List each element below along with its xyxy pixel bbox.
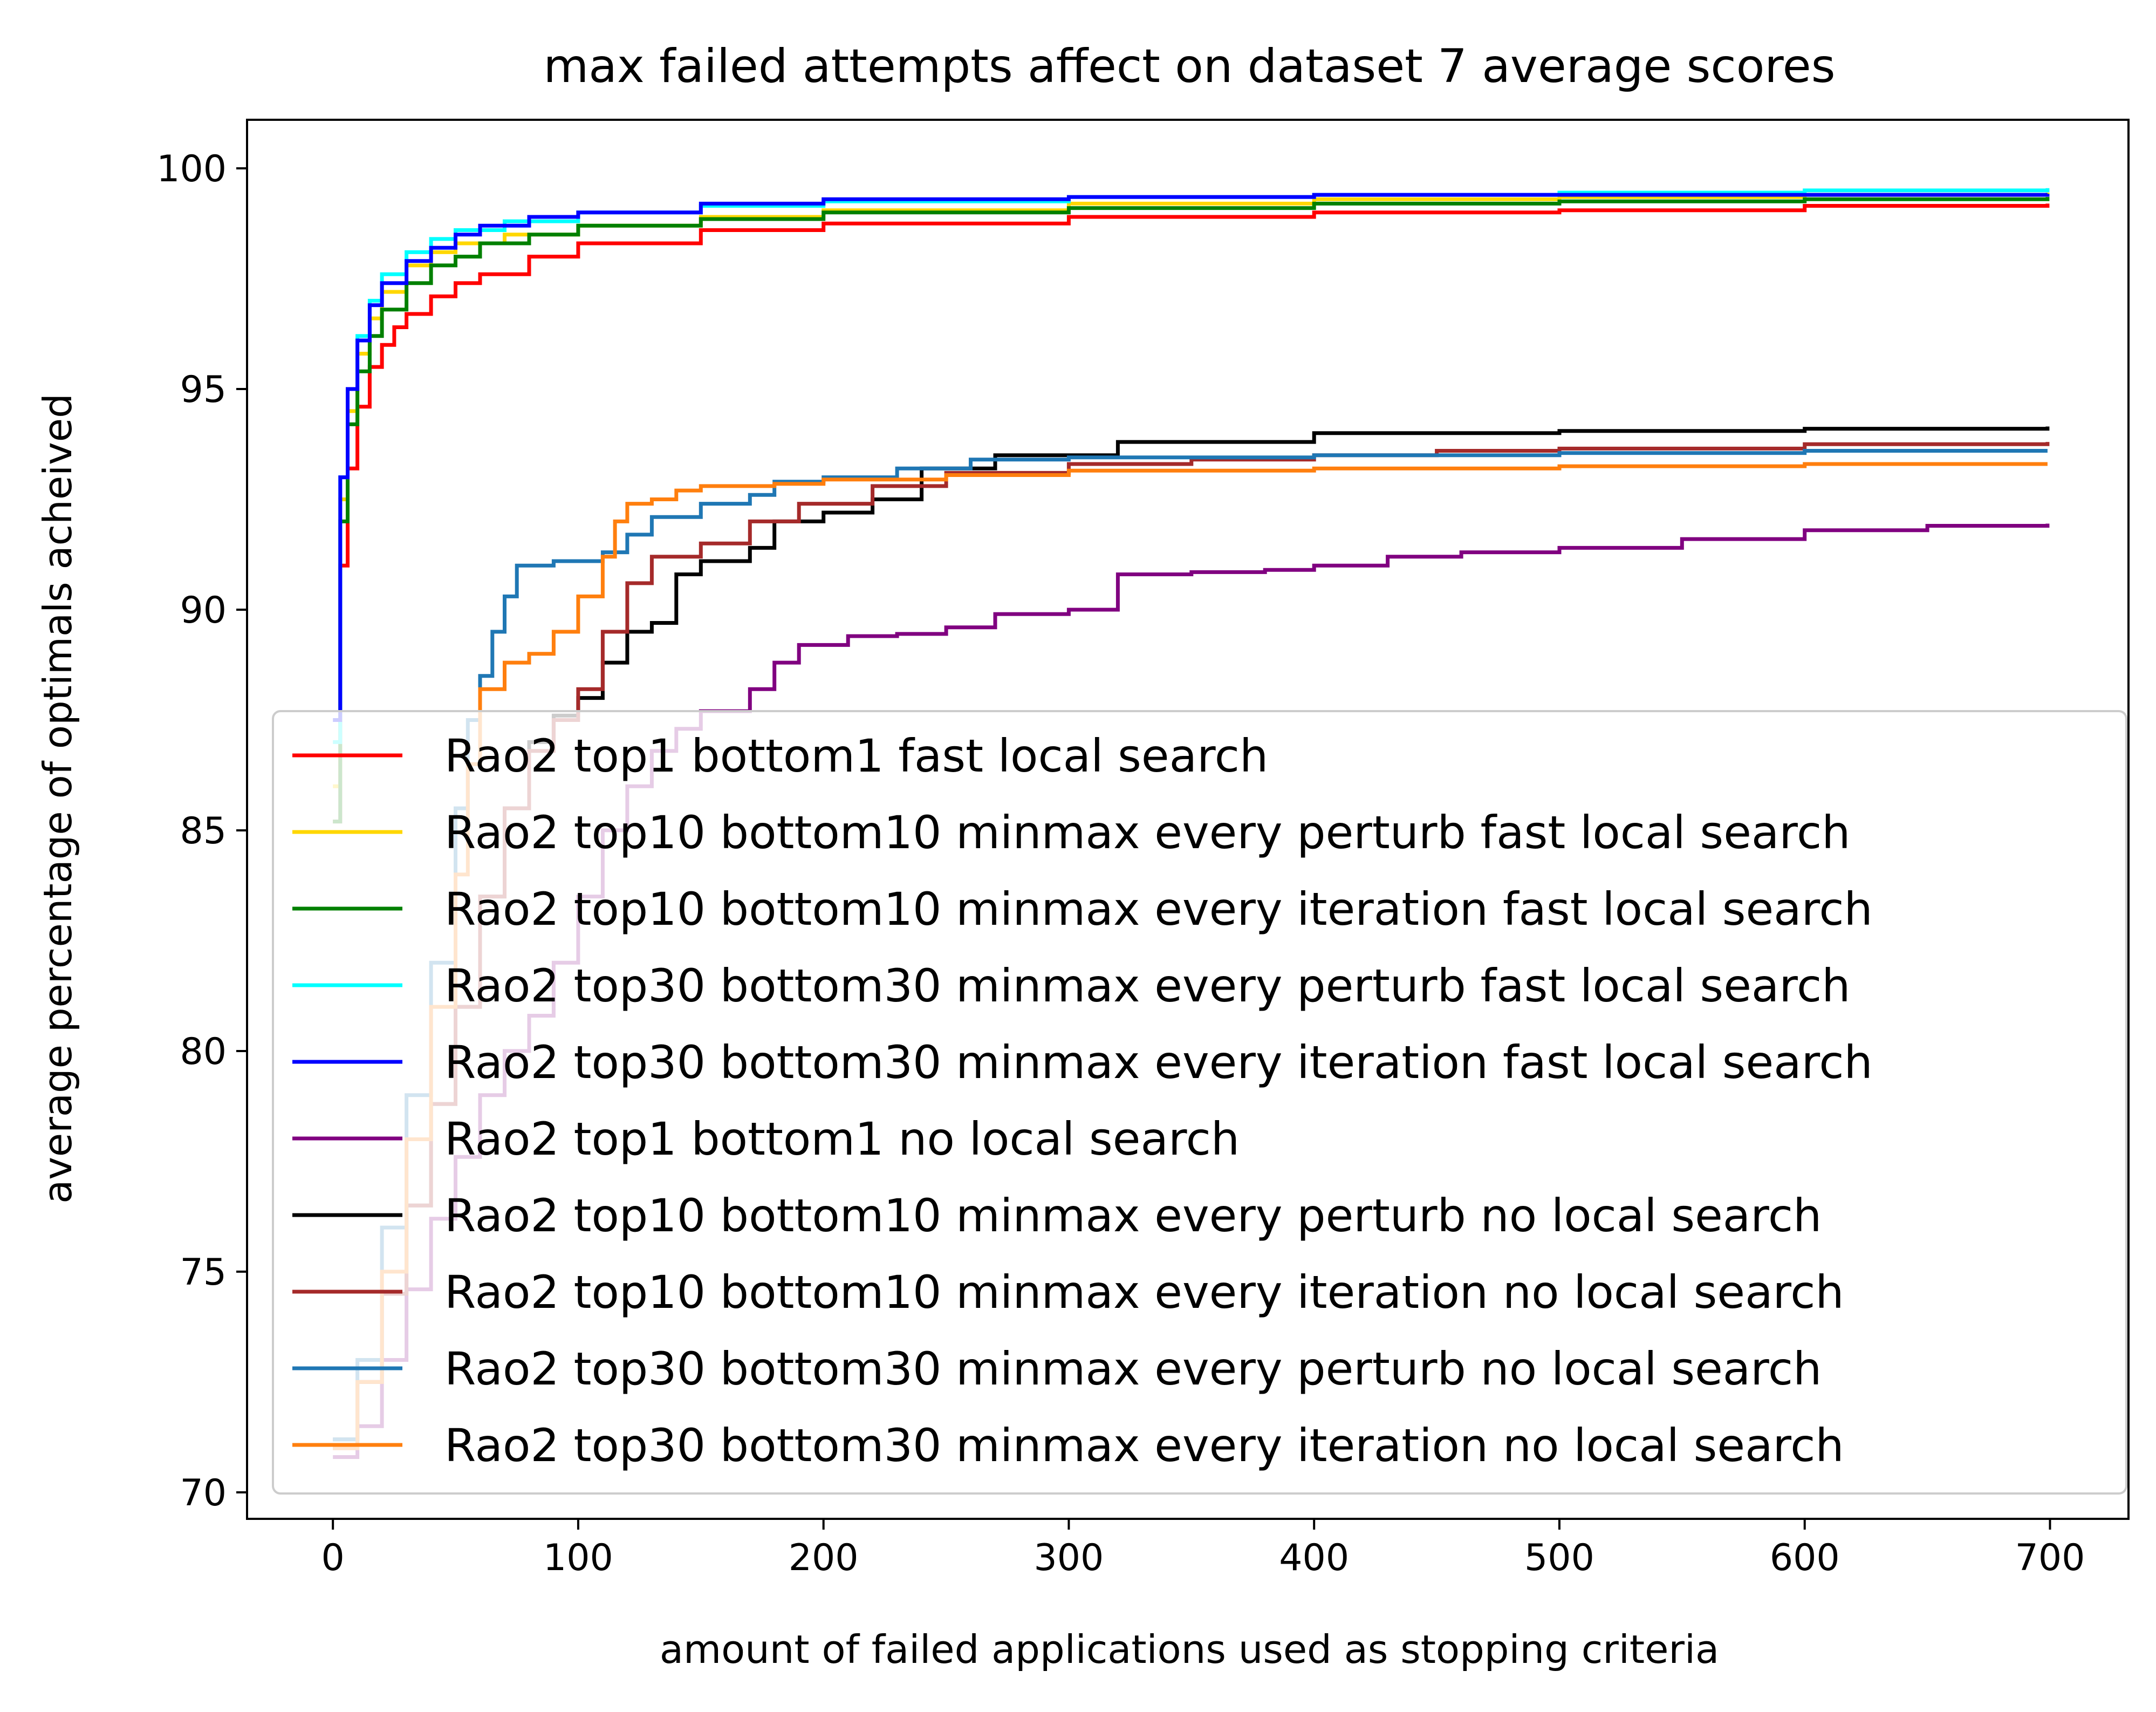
x-tick-label: 200 xyxy=(789,1537,859,1579)
y-tick-label: 95 xyxy=(180,369,227,411)
y-axis-ticks: 70 75 80 85 90 95 100 xyxy=(156,148,247,1515)
series-line-1 xyxy=(333,203,2050,824)
x-tick-label: 700 xyxy=(2015,1537,2085,1579)
legend-label-2: Rao2 top10 bottom10 minmax every perturb… xyxy=(444,806,1850,859)
legend-label-1: Rao2 top1 bottom1 fast local search xyxy=(444,729,1268,782)
x-tick-label: 0 xyxy=(321,1537,345,1579)
x-tick-label: 300 xyxy=(1034,1537,1104,1579)
y-tick-label: 75 xyxy=(180,1251,227,1294)
legend-label-5: Rao2 top30 bottom30 minmax every iterati… xyxy=(444,1036,1873,1089)
legend-label-7: Rao2 top10 bottom10 minmax every perturb… xyxy=(444,1189,1822,1242)
x-axis-label: amount of failed applications used as st… xyxy=(660,1627,1719,1672)
y-tick-label: 70 xyxy=(180,1472,227,1515)
legend-label-8: Rao2 top10 bottom10 minmax every iterati… xyxy=(444,1266,1844,1319)
x-tick-label: 100 xyxy=(543,1537,613,1579)
y-tick-label: 85 xyxy=(180,810,227,852)
x-tick-label: 400 xyxy=(1279,1537,1349,1579)
legend-label-3: Rao2 top10 bottom10 minmax every iterati… xyxy=(444,883,1873,936)
legend-box xyxy=(272,710,2127,1495)
x-tick-label: 500 xyxy=(1524,1537,1594,1579)
legend: Rao2 top1 bottom1 fast local search Rao2 … xyxy=(272,710,2127,1495)
legend-label-9: Rao2 top30 bottom30 minmax every perturb… xyxy=(444,1342,1822,1395)
series-line-5 xyxy=(333,193,2050,722)
plot-frame xyxy=(246,119,2130,1520)
x-tick-label: 600 xyxy=(1770,1537,1840,1579)
y-tick-label: 100 xyxy=(156,148,227,190)
chart-title: max failed attempts affect on dataset 7 … xyxy=(543,39,1835,93)
y-tick-label: 80 xyxy=(180,1031,227,1073)
legend-label-6: Rao2 top1 bottom1 no local search xyxy=(444,1113,1240,1165)
legend-label-4: Rao2 top30 bottom30 minmax every perturb… xyxy=(444,959,1850,1012)
x-axis-ticks: 0 100 200 300 400 500 600 700 xyxy=(321,1519,2085,1579)
y-tick-label: 90 xyxy=(180,589,227,632)
legend-label-10: Rao2 top30 bottom30 minmax every iterati… xyxy=(444,1419,1844,1472)
y-axis-label: average percentage of optimals acheived xyxy=(35,393,80,1204)
